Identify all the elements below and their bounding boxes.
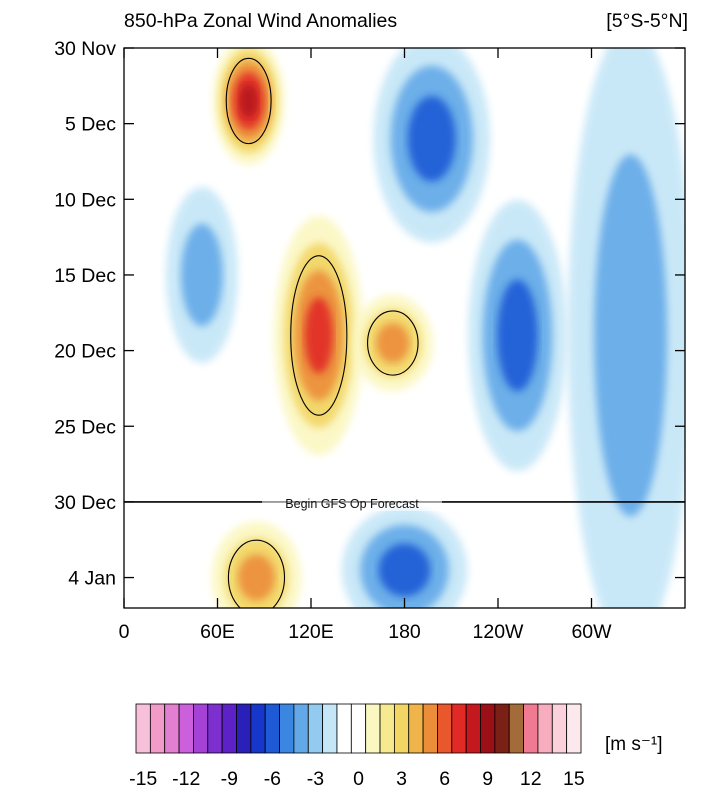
colorbar-swatch xyxy=(279,703,295,754)
anomaly-contour-line xyxy=(290,255,348,416)
colorbar-swatch xyxy=(350,703,367,754)
colorbar-swatch xyxy=(437,703,453,754)
colorbar-swatch xyxy=(336,703,352,754)
anomaly-feature xyxy=(212,48,285,165)
y-tick-label: 25 Dec xyxy=(54,416,116,438)
anomaly-feature xyxy=(352,294,434,392)
anomaly-contour xyxy=(593,154,668,517)
y-tick-label: 4 Jan xyxy=(68,568,116,590)
anomaly-contour xyxy=(497,279,538,392)
anomaly-feature xyxy=(211,521,302,608)
colorbar-swatch xyxy=(135,703,151,754)
y-tick-label: 20 Dec xyxy=(54,341,116,363)
colorbar-swatch xyxy=(164,703,180,754)
colorbar-tick-label: -12 xyxy=(172,768,200,790)
colorbar-tick-label: -6 xyxy=(264,768,281,790)
colorbar-tick-label: 0 xyxy=(353,768,364,790)
anomaly-contour xyxy=(376,323,410,363)
colorbar-swatch xyxy=(365,703,381,754)
colorbar-swatch xyxy=(221,703,237,754)
colorbar: -15 -12 -9 -6 -3 0 3 6 9 12 15 xyxy=(129,703,585,790)
colorbar-swatch xyxy=(193,703,209,754)
colorbar-swatch xyxy=(236,703,252,754)
x-tick-label: 120W xyxy=(473,621,525,643)
y-tick-label: 30 Nov xyxy=(54,38,116,60)
anomaly-feature xyxy=(373,48,490,243)
anomaly-feature xyxy=(567,48,685,608)
y-tick-label: 15 Dec xyxy=(54,265,116,287)
x-tick-label: 60E xyxy=(200,621,235,643)
colorbar-tick-label: 12 xyxy=(520,768,542,790)
chart-title: 850-hPa Zonal Wind Anomalies xyxy=(124,10,397,32)
colorbar-swatch xyxy=(508,703,524,754)
anomaly-contour xyxy=(304,297,334,374)
y-axis: 30 Nov 5 Dec 10 Dec 15 Dec 20 Dec 25 Dec 30 De… xyxy=(54,38,685,590)
colorbar-swatch xyxy=(149,703,166,754)
plot-area xyxy=(124,48,685,608)
colorbar-tick-label: -3 xyxy=(307,768,324,790)
colorbar-tick-label: 6 xyxy=(439,768,450,790)
anomaly-contour xyxy=(239,84,258,118)
colorbar-swatch xyxy=(307,703,324,754)
colorbar-swatch xyxy=(379,703,395,754)
anomaly-contour xyxy=(181,223,223,327)
anomaly-field xyxy=(166,48,685,608)
x-axis: 0 60E 120E 180 120W 60W xyxy=(119,48,612,643)
x-tick-label: 0 xyxy=(119,621,130,643)
x-tick-label: 120E xyxy=(288,621,334,643)
colorbar-swatch xyxy=(393,703,410,754)
x-tick-label: 60W xyxy=(571,621,612,643)
anomaly-contour-line xyxy=(367,310,419,376)
colorbar-swatch xyxy=(207,703,223,754)
anomaly-contour-line xyxy=(225,57,272,145)
anomaly-contour-line xyxy=(227,539,286,608)
colorbar-swatch xyxy=(451,703,467,754)
colorbar-swatch xyxy=(264,703,280,754)
anomaly-feature xyxy=(468,199,567,471)
colorbar-unit: [m s⁻¹] xyxy=(605,734,663,755)
colorbar-swatch xyxy=(178,703,194,754)
anomaly-contour xyxy=(407,96,456,182)
colorbar-tick-label: 15 xyxy=(563,768,585,790)
anomaly-feature xyxy=(166,187,238,363)
colorbar-swatch xyxy=(465,703,481,754)
anomaly-contour xyxy=(378,543,431,597)
colorbar-swatch xyxy=(523,703,539,754)
anomaly-feature xyxy=(341,506,468,608)
y-tick-label: 30 Dec xyxy=(54,492,116,514)
colorbar-tick-label: -15 xyxy=(129,768,157,790)
colorbar-tick-label: 9 xyxy=(482,768,493,790)
y-tick-label: 5 Dec xyxy=(65,114,116,136)
colorbar-tick-label: 3 xyxy=(396,768,407,790)
colorbar-swatch xyxy=(408,703,424,754)
forecast-label: Begin GFS Op Forecast xyxy=(285,497,419,511)
colorbar-swatch xyxy=(537,703,553,754)
colorbar-swatch xyxy=(250,703,266,754)
colorbar-swatch xyxy=(293,703,309,754)
colorbar-swatch xyxy=(494,703,510,754)
colorbar-swatch xyxy=(422,703,438,754)
y-tick-label: 10 Dec xyxy=(54,189,116,211)
colorbar-tick-label: -9 xyxy=(221,768,238,790)
anomaly-feature xyxy=(273,215,364,456)
colorbar-swatch xyxy=(322,703,338,754)
colorbar-swatch xyxy=(566,703,582,754)
colorbar-swatch xyxy=(480,703,496,754)
forecast-label-backdrop xyxy=(262,495,442,511)
x-tick-label: 180 xyxy=(388,621,421,643)
colorbar-swatch xyxy=(551,703,568,754)
region-label: [5°S-5°N] xyxy=(606,10,688,32)
anomaly-contour xyxy=(238,554,275,601)
